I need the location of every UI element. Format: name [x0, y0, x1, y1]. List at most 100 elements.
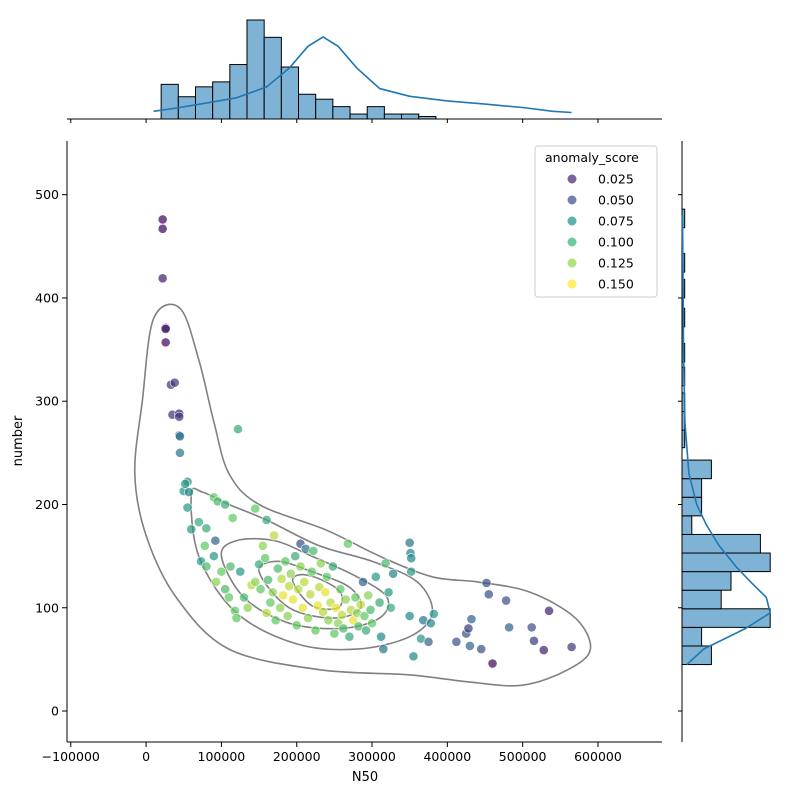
legend-marker — [566, 278, 578, 290]
scatter-point — [201, 561, 212, 572]
scatter-point — [160, 337, 171, 348]
scatter-point — [378, 644, 389, 654]
scatter-point — [361, 625, 371, 636]
scatter-point — [288, 594, 298, 605]
scatter-point — [231, 613, 242, 623]
scatter-point — [330, 602, 341, 613]
right-hist-bar — [681, 533, 761, 554]
top-hist-bar — [315, 98, 334, 120]
scatter-point — [353, 621, 364, 632]
scatter-point — [404, 537, 415, 548]
right-hist-bar — [681, 496, 703, 517]
scatter-point — [526, 622, 537, 633]
legend-marker — [566, 194, 578, 206]
scatter-point — [374, 597, 385, 608]
scatter-point — [182, 502, 193, 513]
scatter-point — [160, 324, 171, 334]
scatter-point — [388, 568, 399, 579]
kde-contour — [133, 303, 592, 687]
scatter-point — [358, 577, 368, 587]
scatter-point — [220, 584, 231, 595]
scatter-point — [406, 566, 417, 577]
scatter-point — [235, 566, 246, 577]
x-tick-label: −100000 — [42, 749, 100, 764]
scatter-point — [501, 595, 511, 606]
scatter-point — [305, 589, 316, 600]
scatter-point — [312, 600, 323, 611]
top-hist-bar — [418, 116, 437, 120]
scatter-point — [538, 645, 549, 655]
scatter-point — [263, 574, 273, 585]
x-tick-label: 300000 — [348, 749, 396, 764]
scatter-point — [193, 517, 204, 527]
scatter-point — [282, 611, 293, 621]
scatter-point — [504, 622, 515, 633]
scatter-point — [269, 530, 280, 541]
x-axis-title: N50 — [352, 770, 378, 785]
right-hist-bar — [681, 515, 693, 535]
top-kde-line — [153, 35, 572, 114]
scatter-point — [254, 559, 264, 570]
scatter-point — [225, 561, 236, 572]
right-hist-bar — [681, 626, 703, 647]
scatter-point — [385, 602, 396, 613]
scatter-point — [250, 577, 261, 587]
scatter-point — [383, 587, 394, 598]
legend-label: 0.025 — [598, 172, 634, 187]
scatter-point — [343, 538, 353, 549]
scatter-point — [201, 523, 212, 534]
main-axes: −100000 0 100000 200000 300000 400000 500000 60… — [35, 141, 662, 764]
scatter-point — [265, 597, 276, 608]
scatter-point — [157, 223, 168, 234]
scatter-point — [476, 644, 487, 654]
scatter-point — [466, 614, 477, 625]
scatter-point — [483, 589, 494, 600]
right-hist-bar — [681, 459, 712, 480]
top-hist-bar — [280, 66, 300, 120]
legend-label: 0.100 — [598, 235, 634, 250]
scatter-point — [261, 515, 272, 525]
scatter-point — [250, 503, 261, 514]
top-histogram — [67, 19, 662, 123]
scatter-point — [408, 651, 419, 662]
scatter-point — [280, 556, 291, 567]
scatter-point — [363, 590, 374, 601]
y-tick-label: 200 — [35, 497, 59, 512]
scatter-point — [285, 568, 296, 579]
scatter-point — [220, 499, 231, 510]
right-histogram — [678, 141, 772, 742]
scatter-point — [233, 424, 243, 435]
legend-label: 0.125 — [598, 256, 634, 271]
scatter-point — [380, 558, 391, 569]
scatter-point — [566, 642, 577, 652]
scatter-point — [255, 584, 266, 595]
x-tick-label: 400000 — [423, 749, 471, 764]
legend-box — [534, 145, 658, 298]
scatter-point — [270, 615, 281, 626]
scatter-point — [227, 513, 238, 523]
top-hist-bar — [349, 113, 368, 120]
right-hist-bar — [681, 571, 732, 591]
scatter-point — [272, 563, 283, 574]
scatter-point — [481, 578, 492, 588]
legend: anomaly_score 0.025 0.050 0.075 0.100 0.125 0… — [534, 145, 658, 298]
y-tick-label: 100 — [35, 600, 59, 615]
scatter-point — [320, 587, 331, 598]
x-tick-label: 600000 — [574, 749, 622, 764]
legend-label: 0.050 — [598, 193, 634, 208]
scatter-point — [355, 599, 366, 610]
right-hist-bar — [681, 589, 722, 610]
scatter-point — [278, 590, 289, 601]
scatter-point — [299, 577, 310, 587]
scatter-point — [529, 635, 539, 646]
legend-title: anomaly_score — [545, 150, 639, 165]
scatter-point — [210, 535, 221, 546]
top-hist-bar — [332, 106, 351, 120]
scatter-point — [359, 611, 370, 621]
scatter-point — [211, 577, 222, 587]
top-hist-bar — [246, 19, 265, 120]
scatter-point — [260, 553, 270, 564]
scatter-point — [184, 487, 194, 497]
scatter-point — [318, 606, 328, 617]
right-kde-line — [681, 215, 772, 666]
